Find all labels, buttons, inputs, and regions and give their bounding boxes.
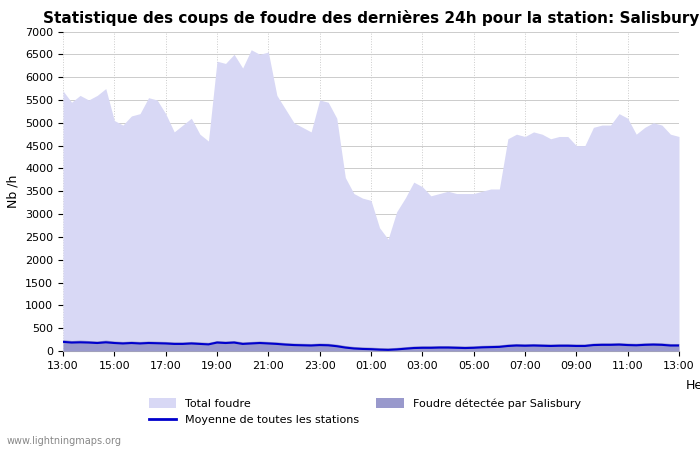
Text: www.lightningmaps.org: www.lightningmaps.org <box>7 436 122 446</box>
Y-axis label: Nb /h: Nb /h <box>6 175 20 208</box>
Text: Heure: Heure <box>686 379 700 392</box>
Legend: Total foudre, Moyenne de toutes les stations, Foudre détectée par Salisbury: Total foudre, Moyenne de toutes les stat… <box>148 398 581 425</box>
Title: Statistique des coups de foudre des dernières 24h pour la station: Salisbury: Statistique des coups de foudre des dern… <box>43 10 699 26</box>
